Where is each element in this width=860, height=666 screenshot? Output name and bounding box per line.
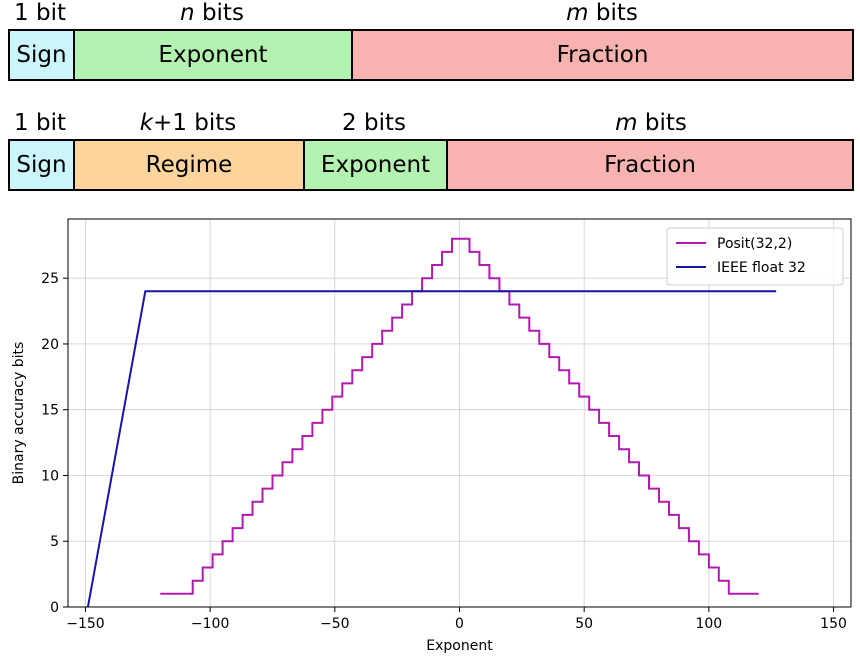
y-tick-label: 0 — [50, 600, 59, 616]
x-tick-label: 100 — [695, 616, 722, 632]
posit-fraction-field-label: Fraction — [604, 152, 696, 178]
x-tick-label: −150 — [66, 616, 104, 632]
ieee-fraction-field: Fraction — [353, 31, 852, 79]
posit-exponent-field: Exponent — [305, 141, 448, 189]
ieee-sign-field-label: Sign — [16, 42, 67, 68]
posit-series-line — [160, 237, 759, 595]
legend-label-posit: Posit(32,2) — [717, 236, 792, 252]
ieee-exponent-bits-label: n bits — [180, 0, 244, 26]
y-tick-label: 25 — [41, 271, 59, 287]
posit-regime-field-label: Regime — [145, 152, 233, 178]
ieee-fraction-bits-label: m bits — [566, 0, 638, 26]
posit-sign-field-label: Sign — [16, 152, 67, 178]
x-tick-label: 50 — [575, 616, 593, 632]
posit-regime-bits-label: k+1 bits — [139, 110, 237, 136]
posit-sign-field: Sign — [10, 141, 75, 189]
ieee-sign-bits-label: 1 bit — [14, 0, 66, 26]
plot-frame — [67, 218, 852, 608]
x-axis-label: Exponent — [426, 638, 493, 654]
y-tick-label: 10 — [41, 468, 59, 484]
y-tick-label: 5 — [50, 534, 59, 550]
legend-box — [666, 227, 844, 286]
x-tick-label: 0 — [455, 616, 464, 632]
ieee-sign-field: Sign — [10, 31, 75, 79]
posit-regime-field: Regime — [75, 141, 305, 189]
ieee-series-line — [86, 290, 777, 608]
x-tick-label: −50 — [320, 616, 350, 632]
posit-bit-layout: Sign Regime Exponent Fraction — [8, 139, 854, 191]
posit-fraction-field: Fraction — [448, 141, 852, 189]
x-tick-label: −100 — [191, 616, 229, 632]
chart-ticks: −150 −100 −50 0 50 100 150 0 5 10 15 20 25 — [41, 271, 847, 632]
y-tick-label: 20 — [41, 337, 59, 353]
ieee-bit-layout: Sign Exponent Fraction — [8, 29, 854, 81]
posit-sign-bits-label: 1 bit — [14, 110, 66, 136]
ieee-exponent-field: Exponent — [75, 31, 353, 79]
posit-fraction-bits-label: m bits — [615, 110, 687, 136]
y-tick-label: 15 — [41, 403, 59, 419]
posit-exponent-bits-label: 2 bits — [342, 110, 406, 136]
chart-legend: Posit(32,2) IEEE float 32 — [666, 227, 844, 286]
legend-label-ieee: IEEE float 32 — [717, 260, 806, 276]
chart-series — [86, 237, 777, 608]
posit-exponent-field-label: Exponent — [320, 152, 431, 178]
ieee-fraction-field-label: Fraction — [556, 42, 649, 68]
ieee-exponent-field-label: Exponent — [158, 42, 268, 68]
y-axis-label: Binary accuracy bits — [11, 342, 27, 485]
x-tick-label: 150 — [820, 616, 847, 632]
